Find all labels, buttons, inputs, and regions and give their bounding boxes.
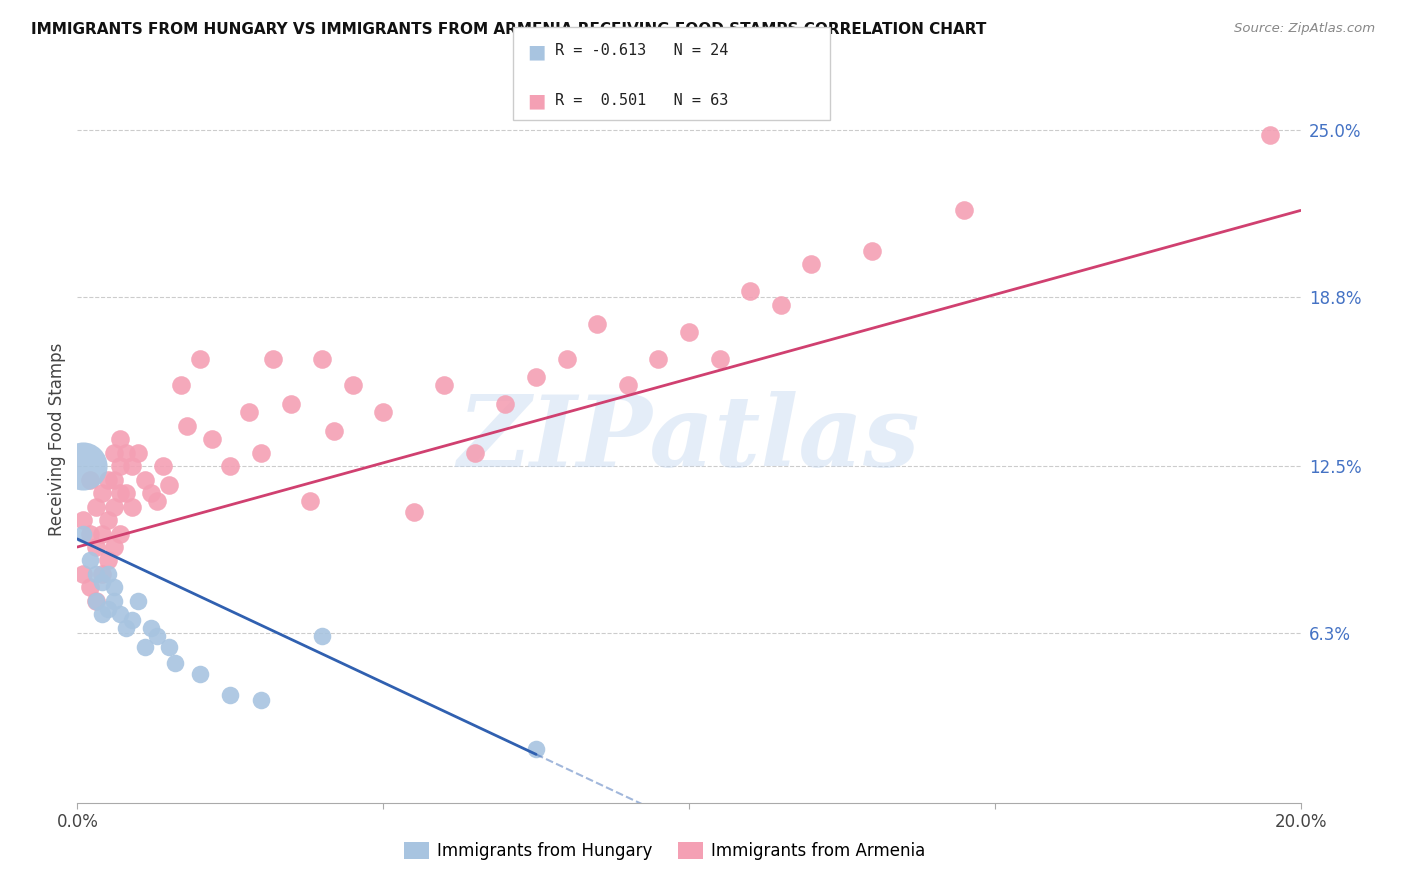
Point	[84, 500, 107, 514]
Point	[108, 432, 131, 446]
Point	[524, 370, 547, 384]
Point	[108, 459, 131, 474]
Y-axis label: Receiving Food Stamps: Receiving Food Stamps	[48, 343, 66, 536]
Point	[342, 378, 364, 392]
Point	[121, 459, 143, 474]
Point	[108, 526, 131, 541]
Point	[127, 446, 149, 460]
Point	[402, 505, 425, 519]
Point	[311, 629, 333, 643]
Point	[79, 526, 101, 541]
Point	[800, 257, 823, 271]
Point	[115, 621, 138, 635]
Point	[709, 351, 731, 366]
Point	[134, 640, 156, 654]
Point	[464, 446, 486, 460]
Point	[555, 351, 578, 366]
Point	[84, 594, 107, 608]
Point	[72, 566, 94, 581]
Point	[72, 459, 94, 474]
Point	[103, 540, 125, 554]
Legend: Immigrants from Hungary, Immigrants from Armenia: Immigrants from Hungary, Immigrants from…	[404, 842, 925, 860]
Point	[121, 613, 143, 627]
Point	[146, 494, 169, 508]
Point	[201, 432, 224, 446]
Point	[115, 446, 138, 460]
Point	[617, 378, 640, 392]
Point	[524, 742, 547, 756]
Point	[121, 500, 143, 514]
Point	[157, 640, 180, 654]
Point	[79, 581, 101, 595]
Point	[127, 594, 149, 608]
Point	[97, 513, 120, 527]
Point	[219, 688, 242, 702]
Point	[769, 298, 792, 312]
Text: ■: ■	[527, 91, 546, 111]
Point	[79, 473, 101, 487]
Point	[103, 446, 125, 460]
Point	[495, 397, 517, 411]
Point	[97, 566, 120, 581]
Point	[84, 594, 107, 608]
Point	[79, 553, 101, 567]
Point	[108, 607, 131, 622]
Text: R = -0.613   N = 24: R = -0.613 N = 24	[555, 44, 728, 58]
Point	[84, 566, 107, 581]
Point	[678, 325, 700, 339]
Point	[90, 607, 112, 622]
Point	[90, 486, 112, 500]
Point	[152, 459, 174, 474]
Point	[97, 553, 120, 567]
Point	[146, 629, 169, 643]
Text: ZIPatlas: ZIPatlas	[458, 391, 920, 488]
Point	[311, 351, 333, 366]
Point	[298, 494, 321, 508]
Point	[103, 581, 125, 595]
Text: Source: ZipAtlas.com: Source: ZipAtlas.com	[1234, 22, 1375, 36]
Point	[238, 405, 260, 419]
Point	[103, 500, 125, 514]
Point	[84, 540, 107, 554]
Point	[176, 418, 198, 433]
Point	[97, 473, 120, 487]
Point	[108, 486, 131, 500]
Point	[139, 621, 162, 635]
Point	[250, 446, 273, 460]
Point	[953, 203, 976, 218]
Point	[862, 244, 884, 258]
Point	[115, 486, 138, 500]
Point	[139, 486, 162, 500]
Point	[157, 478, 180, 492]
Point	[165, 656, 187, 670]
Point	[280, 397, 302, 411]
Point	[647, 351, 669, 366]
Point	[103, 473, 125, 487]
Point	[188, 351, 211, 366]
Point	[219, 459, 242, 474]
Point	[97, 602, 120, 616]
Text: ■: ■	[527, 42, 546, 62]
Point	[586, 317, 609, 331]
Point	[433, 378, 456, 392]
Text: R =  0.501   N = 63: R = 0.501 N = 63	[555, 94, 728, 108]
Point	[103, 594, 125, 608]
Point	[72, 513, 94, 527]
Point	[90, 566, 112, 581]
Point	[740, 284, 762, 298]
Point	[323, 424, 346, 438]
Text: IMMIGRANTS FROM HUNGARY VS IMMIGRANTS FROM ARMENIA RECEIVING FOOD STAMPS CORRELA: IMMIGRANTS FROM HUNGARY VS IMMIGRANTS FR…	[31, 22, 986, 37]
Point	[170, 378, 193, 392]
Point	[188, 666, 211, 681]
Point	[134, 473, 156, 487]
Point	[72, 526, 94, 541]
Point	[1258, 128, 1281, 142]
Point	[262, 351, 284, 366]
Point	[90, 574, 112, 589]
Point	[371, 405, 394, 419]
Point	[250, 693, 273, 707]
Point	[90, 526, 112, 541]
